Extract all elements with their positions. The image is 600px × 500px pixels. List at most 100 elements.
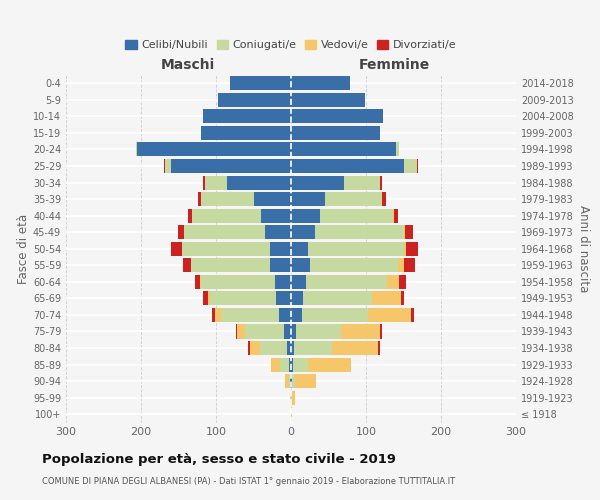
Bar — [227, 176, 291, 190]
Bar — [201, 275, 275, 289]
Bar — [292, 374, 295, 388]
Bar — [137, 142, 291, 156]
Bar — [289, 374, 290, 388]
Bar — [291, 93, 365, 107]
Bar — [203, 292, 208, 306]
Text: COMUNE DI PIANA DEGLI ALBANESI (PA) - Dati ISTAT 1° gennaio 2019 - Elaborazione : COMUNE DI PIANA DEGLI ALBANESI (PA) - Da… — [42, 478, 455, 486]
Bar — [320, 208, 393, 222]
Bar — [212, 308, 215, 322]
Bar — [293, 358, 308, 372]
Bar — [291, 126, 380, 140]
Bar — [394, 208, 398, 222]
Bar — [291, 192, 325, 206]
Bar — [382, 192, 386, 206]
Bar — [279, 308, 291, 322]
Bar — [308, 242, 404, 256]
Bar — [315, 225, 404, 239]
Bar — [291, 242, 308, 256]
Bar — [215, 308, 221, 322]
Y-axis label: Anni di nascita: Anni di nascita — [577, 205, 590, 292]
Bar — [291, 308, 302, 322]
Bar — [245, 324, 284, 338]
Bar — [275, 275, 291, 289]
Bar — [136, 142, 137, 156]
Bar — [378, 341, 380, 355]
Bar — [372, 292, 401, 306]
Bar — [308, 358, 351, 372]
Bar — [396, 142, 399, 156]
Bar — [290, 374, 291, 388]
Bar — [188, 208, 192, 222]
Bar — [292, 390, 295, 404]
Bar — [178, 225, 184, 239]
Bar — [303, 292, 372, 306]
Bar — [387, 275, 399, 289]
Bar — [191, 258, 270, 272]
Bar — [411, 308, 414, 322]
Bar — [221, 308, 279, 322]
Bar — [296, 324, 341, 338]
Bar — [291, 110, 383, 124]
Bar — [291, 142, 396, 156]
Bar — [291, 407, 292, 422]
Bar — [380, 176, 382, 190]
Bar — [171, 242, 182, 256]
Bar — [260, 341, 287, 355]
Bar — [171, 159, 291, 173]
Bar — [310, 258, 398, 272]
Text: Femmine: Femmine — [359, 58, 430, 71]
Bar — [291, 208, 320, 222]
Bar — [341, 324, 380, 338]
Bar — [284, 324, 291, 338]
Bar — [203, 176, 205, 190]
Bar — [235, 324, 237, 338]
Bar — [393, 208, 394, 222]
Bar — [229, 76, 291, 90]
Bar — [184, 225, 265, 239]
Bar — [183, 258, 191, 272]
Bar — [250, 341, 260, 355]
Bar — [203, 110, 291, 124]
Bar — [291, 176, 343, 190]
Bar — [182, 242, 270, 256]
Bar — [270, 242, 291, 256]
Bar — [210, 292, 276, 306]
Bar — [302, 308, 367, 322]
Bar — [248, 341, 250, 355]
Bar — [291, 390, 292, 404]
Bar — [291, 292, 303, 306]
Bar — [406, 242, 418, 256]
Bar — [199, 275, 201, 289]
Bar — [164, 159, 165, 173]
Bar — [291, 358, 293, 372]
Bar — [271, 358, 280, 372]
Bar — [280, 358, 289, 372]
Bar — [237, 324, 245, 338]
Bar — [404, 159, 417, 173]
Bar — [380, 324, 382, 338]
Bar — [291, 324, 296, 338]
Bar — [291, 374, 292, 388]
Bar — [201, 192, 254, 206]
Bar — [404, 225, 405, 239]
Y-axis label: Fasce di età: Fasce di età — [17, 214, 30, 284]
Bar — [306, 275, 387, 289]
Bar — [291, 159, 404, 173]
Legend: Celibi/Nubili, Coniugati/e, Vedovi/e, Divorziati/e: Celibi/Nubili, Coniugati/e, Vedovi/e, Di… — [121, 36, 461, 54]
Bar — [291, 225, 315, 239]
Bar — [254, 192, 291, 206]
Bar — [208, 292, 210, 306]
Bar — [401, 292, 404, 306]
Bar — [165, 159, 171, 173]
Bar — [276, 292, 291, 306]
Bar — [331, 341, 378, 355]
Bar — [398, 258, 404, 272]
Bar — [218, 93, 291, 107]
Text: Maschi: Maschi — [160, 58, 215, 71]
Bar — [287, 341, 291, 355]
Bar — [290, 390, 291, 404]
Bar — [294, 341, 331, 355]
Bar — [325, 192, 382, 206]
Bar — [201, 126, 291, 140]
Bar — [291, 341, 294, 355]
